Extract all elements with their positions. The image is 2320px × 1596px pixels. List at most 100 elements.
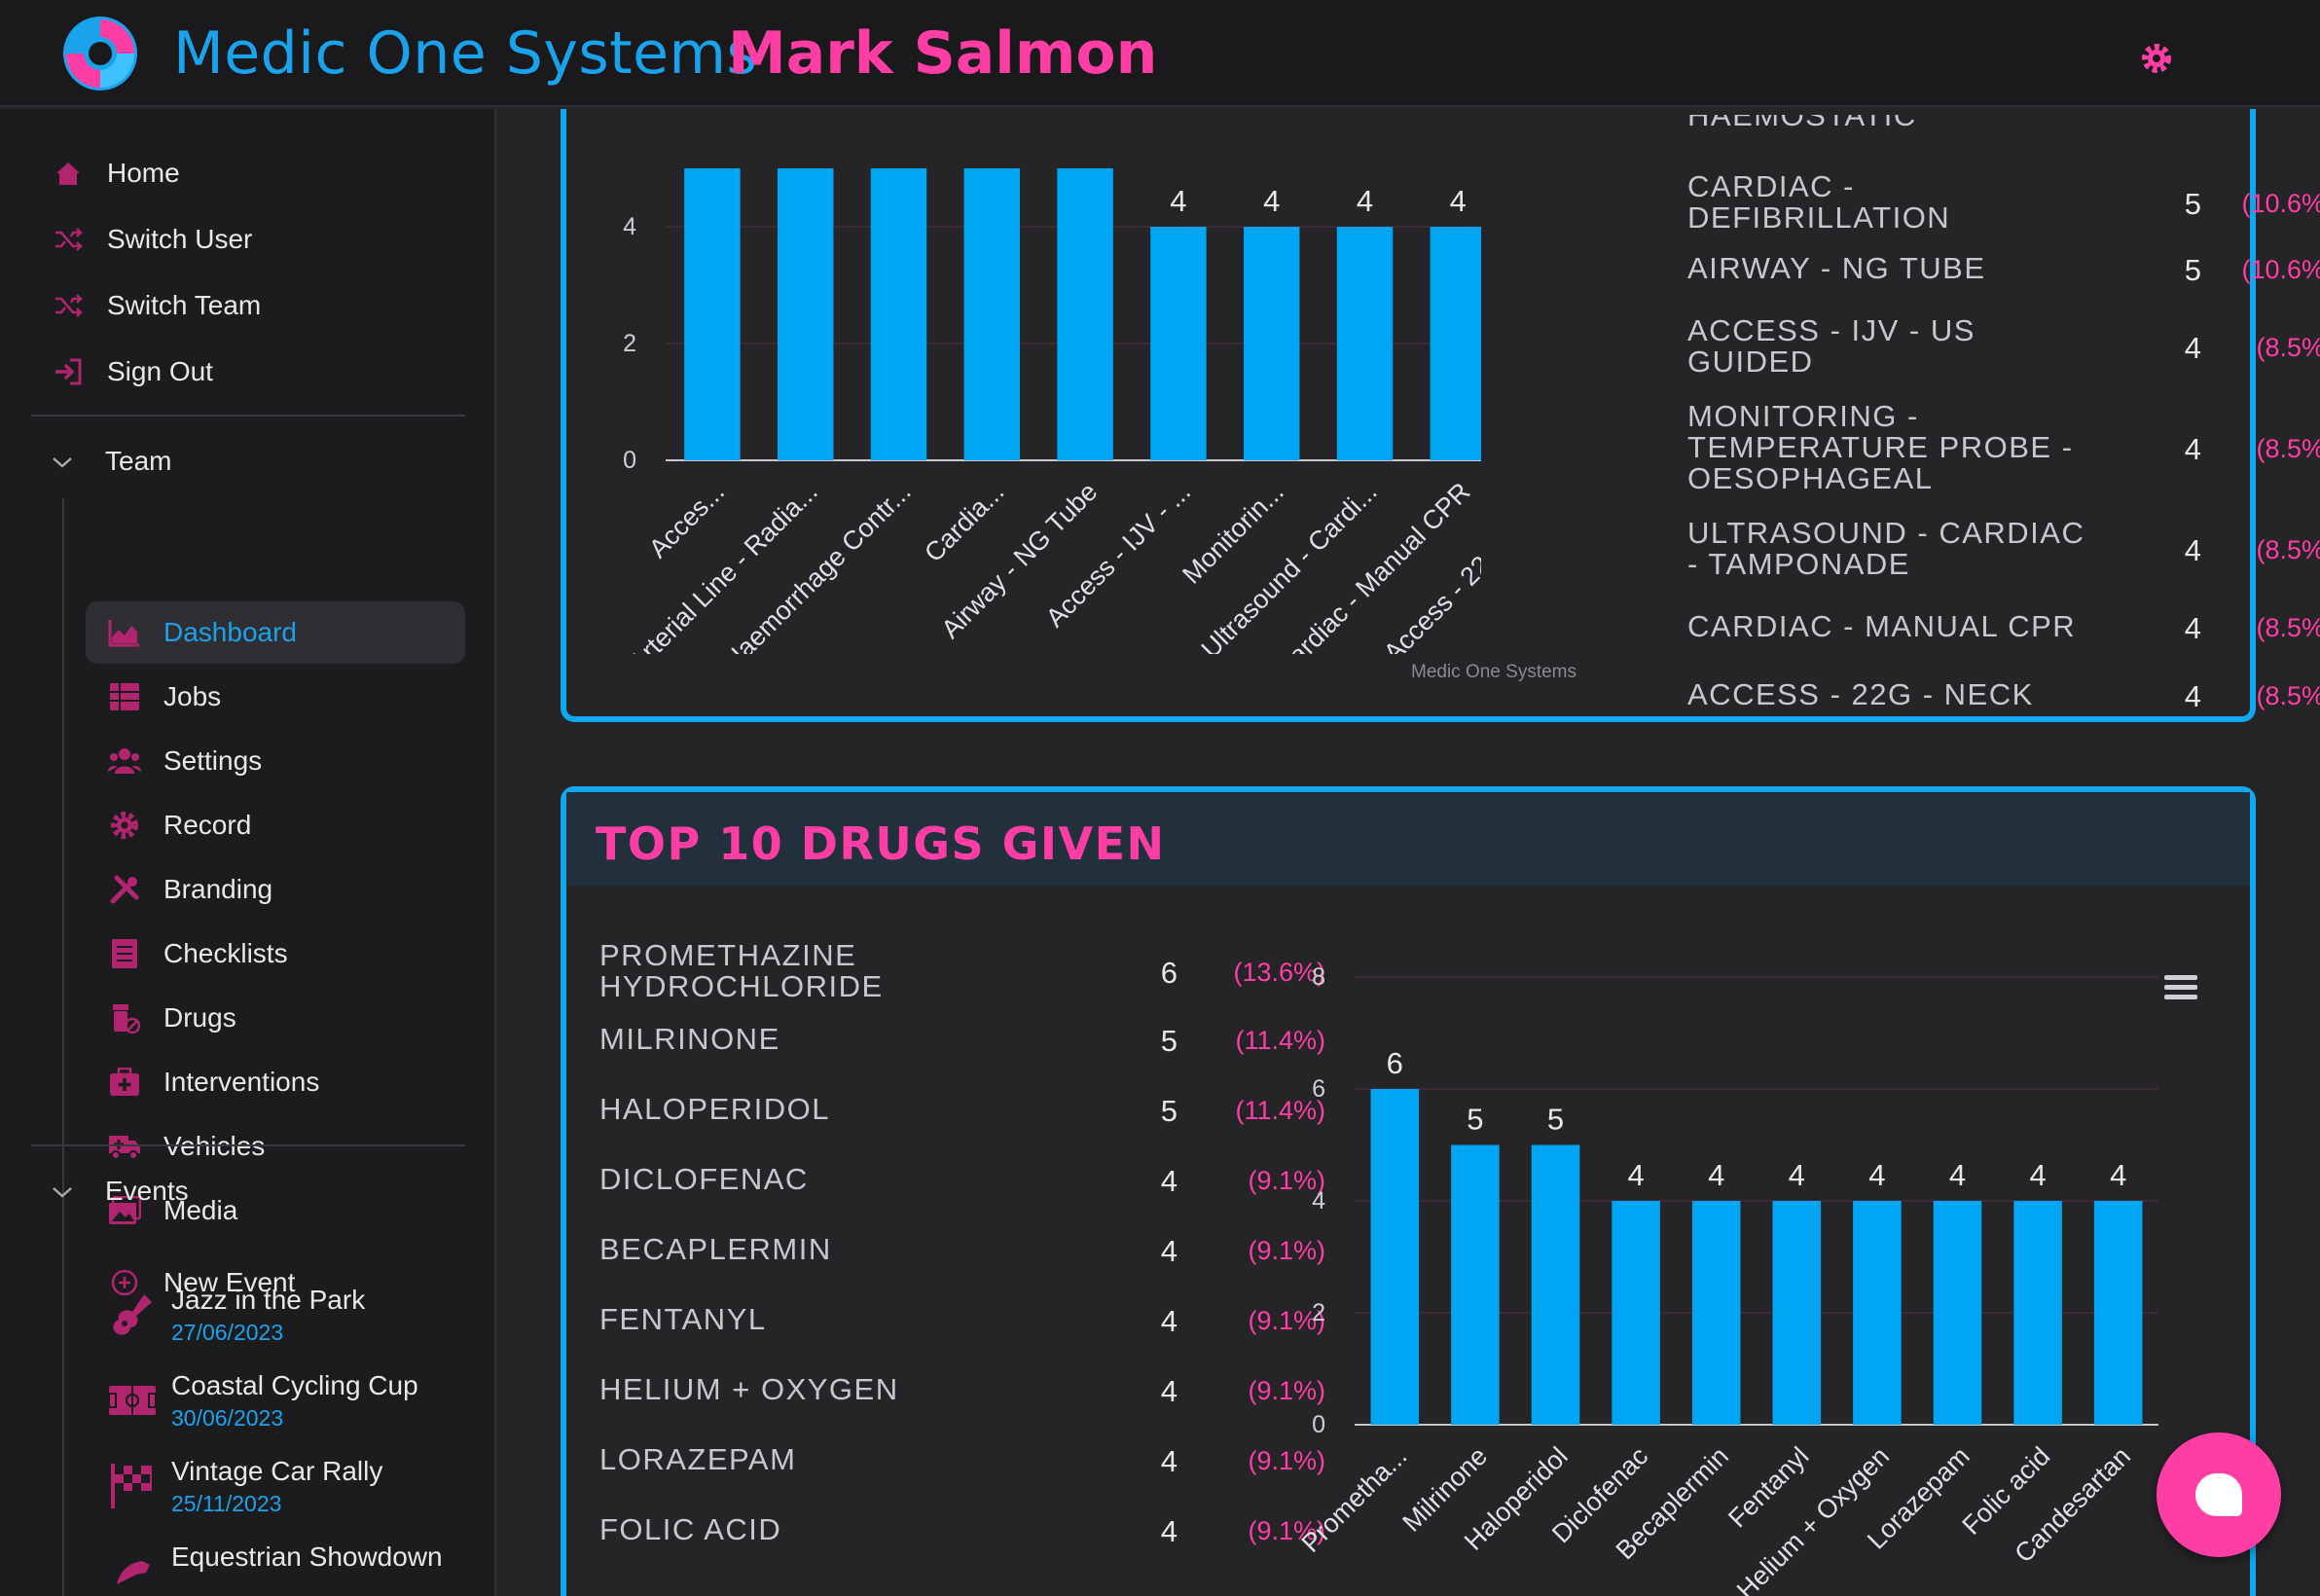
- bar: [1243, 227, 1300, 460]
- list-item: CARDIAC - DEFIBRILLATION: [1687, 171, 2096, 234]
- data-label: 4: [1170, 184, 1186, 218]
- bar: [1691, 1201, 1741, 1425]
- brand-name: Medic One Systems: [173, 19, 758, 88]
- sidebar-item-record[interactable]: Record: [107, 796, 251, 854]
- sidebar-item-interventions[interactable]: Interventions: [107, 1053, 319, 1111]
- sidebar-item-branding[interactable]: Branding: [107, 860, 272, 919]
- list-item-percent: (9.1%): [1248, 1166, 1325, 1195]
- y-tick-label: 2: [623, 330, 636, 357]
- data-label: 4: [1450, 184, 1467, 218]
- list-item-percent: (8.5%): [2256, 535, 2320, 564]
- image-icon: [107, 1193, 142, 1228]
- chart-menu-icon[interactable]: [2162, 973, 2201, 1002]
- sidebar-item-dashboard[interactable]: Dashboard: [107, 603, 297, 662]
- pitch-icon: [108, 1386, 157, 1415]
- list-item-name: HELIUM + OXYGEN: [599, 1372, 899, 1406]
- current-user-name: Mark Salmon: [728, 19, 1158, 88]
- bar: [1853, 1201, 1902, 1425]
- bar: [870, 168, 927, 460]
- data-label: 4: [1949, 1158, 1966, 1192]
- tools-icon: [107, 872, 142, 907]
- list-item-percent: (13.6%): [1233, 958, 1325, 987]
- chat-button[interactable]: [2157, 1433, 2281, 1557]
- list-item: LORAZEPAM: [599, 1444, 1008, 1475]
- y-tick-label: 0: [623, 447, 636, 474]
- card-header: TOP 10 DRUGS GIVEN: [566, 792, 2250, 886]
- sidebar-item-label: Checklists: [163, 938, 288, 968]
- list-item-count: 4: [2184, 331, 2201, 365]
- sidebar-item-label: Branding: [163, 874, 273, 904]
- sidebar-item-media[interactable]: Media: [107, 1181, 237, 1240]
- list-item: FOLIC ACID: [599, 1514, 1008, 1545]
- list-item-name: FOLIC ACID: [599, 1512, 782, 1546]
- data-label: 4: [1627, 1158, 1644, 1192]
- list-item: ACCESS - IJV - US GUIDED: [1687, 315, 2096, 378]
- sidebar-item-label: Vehicles: [163, 1131, 266, 1161]
- home-icon: [51, 156, 86, 191]
- y-tick-label: 8: [1312, 963, 1325, 991]
- list-item-name: AIRWAY - NG TUBE: [1687, 251, 1986, 285]
- bar: [1336, 227, 1394, 460]
- sidebar-item-switch-user[interactable]: Switch User: [51, 210, 252, 269]
- event-title: Equestrian Showdown: [171, 1542, 443, 1572]
- list-item-count: 6: [1160, 956, 1178, 990]
- list-item-name: MONITORING - TEMPERATURE PROBE - OESOPHA…: [1687, 399, 2074, 495]
- users-icon: [107, 744, 142, 779]
- sidebar-item-label: Media: [163, 1195, 238, 1225]
- list-item-count: 5: [1160, 1024, 1178, 1058]
- list-item-count: 5: [1160, 1094, 1178, 1128]
- list-item-name: CARDIAC - DEFIBRILLATION: [1687, 169, 1951, 235]
- team-section-toggle[interactable]: Team: [51, 436, 171, 487]
- list-item: DICLOFENAC: [599, 1164, 1008, 1195]
- sidebar-item-label: Jobs: [163, 681, 222, 711]
- sidebar-item-checklists[interactable]: Checklists: [107, 925, 288, 983]
- list-item-count: 4: [2184, 533, 2201, 567]
- medic-one-logo-icon: [63, 17, 137, 91]
- sidebar-item-sign-out[interactable]: Sign Out: [51, 343, 213, 401]
- top-bar: Medic One Systems Mark Salmon: [0, 0, 2320, 107]
- x-tick-label: Acces...: [643, 477, 730, 563]
- bar: [1370, 1089, 1420, 1425]
- event-item[interactable]: Jazz in the Park 27/06/2023: [107, 1283, 365, 1347]
- list-item: FENTANYL: [599, 1304, 1008, 1335]
- chart-credit: Medic One Systems: [1411, 662, 1577, 682]
- sidebar-item-jobs[interactable]: Jobs: [107, 668, 221, 726]
- data-label: 4: [2029, 1158, 2046, 1192]
- event-item[interactable]: Vintage Car Rally 25/11/2023: [107, 1454, 382, 1518]
- top-drugs-card: TOP 10 DRUGS GIVEN PROMETHAZINE HYDROCHL…: [561, 786, 2256, 1596]
- event-item[interactable]: Coastal Cycling Cup 30/06/2023: [107, 1368, 418, 1433]
- list-item: PROMETHAZINE HYDROCHLORIDE: [599, 940, 1008, 1002]
- ambulance-icon: [107, 1129, 142, 1164]
- list-item-percent: (8.5%): [2256, 434, 2320, 463]
- guitar-icon: [113, 1294, 152, 1335]
- event-title: Jazz in the Park: [171, 1285, 366, 1315]
- bar: [777, 168, 834, 460]
- bar: [1150, 227, 1207, 460]
- list-item-name: LORAZEPAM: [599, 1442, 797, 1476]
- new-event-button[interactable]: New Event: [107, 1253, 295, 1312]
- list-item-percent: (8.5%): [2256, 681, 2320, 710]
- sidebar-item-home[interactable]: Home: [51, 144, 180, 202]
- tree-line: [62, 1226, 64, 1596]
- medkit-icon: [107, 1065, 142, 1100]
- event-title: Coastal Cycling Cup: [171, 1370, 418, 1400]
- event-item[interactable]: Equestrian Showdown: [107, 1540, 443, 1596]
- sidebar-item-label: Settings: [163, 745, 263, 776]
- list-item: BECAPLERMIN: [599, 1234, 1008, 1265]
- list-item-name: MILRINONE: [599, 1022, 780, 1056]
- shuffle-icon: [51, 222, 86, 257]
- bar: [1933, 1201, 1982, 1425]
- data-label: 5: [1467, 1103, 1483, 1137]
- chevron-down-icon: [51, 1176, 80, 1207]
- sidebar-item-drugs[interactable]: Drugs: [107, 989, 236, 1047]
- flag-icon: [111, 1464, 152, 1508]
- main-content: 0 2 4 Acces... Arterial Line - Radia... Haemo…: [498, 109, 2320, 1596]
- list-item-percent: (9.1%): [1248, 1306, 1325, 1335]
- x-tick-label: Cardia...: [919, 477, 1009, 567]
- sidebar-item-switch-team[interactable]: Switch Team: [51, 276, 261, 335]
- list-item: HELIUM + OXYGEN: [599, 1374, 1008, 1405]
- list-item-percent: (11.4%): [1235, 1096, 1325, 1125]
- gear-icon[interactable]: [2137, 39, 2176, 78]
- sidebar-item-settings[interactable]: Settings: [107, 732, 262, 790]
- events-section-toggle[interactable]: Events: [51, 1166, 189, 1216]
